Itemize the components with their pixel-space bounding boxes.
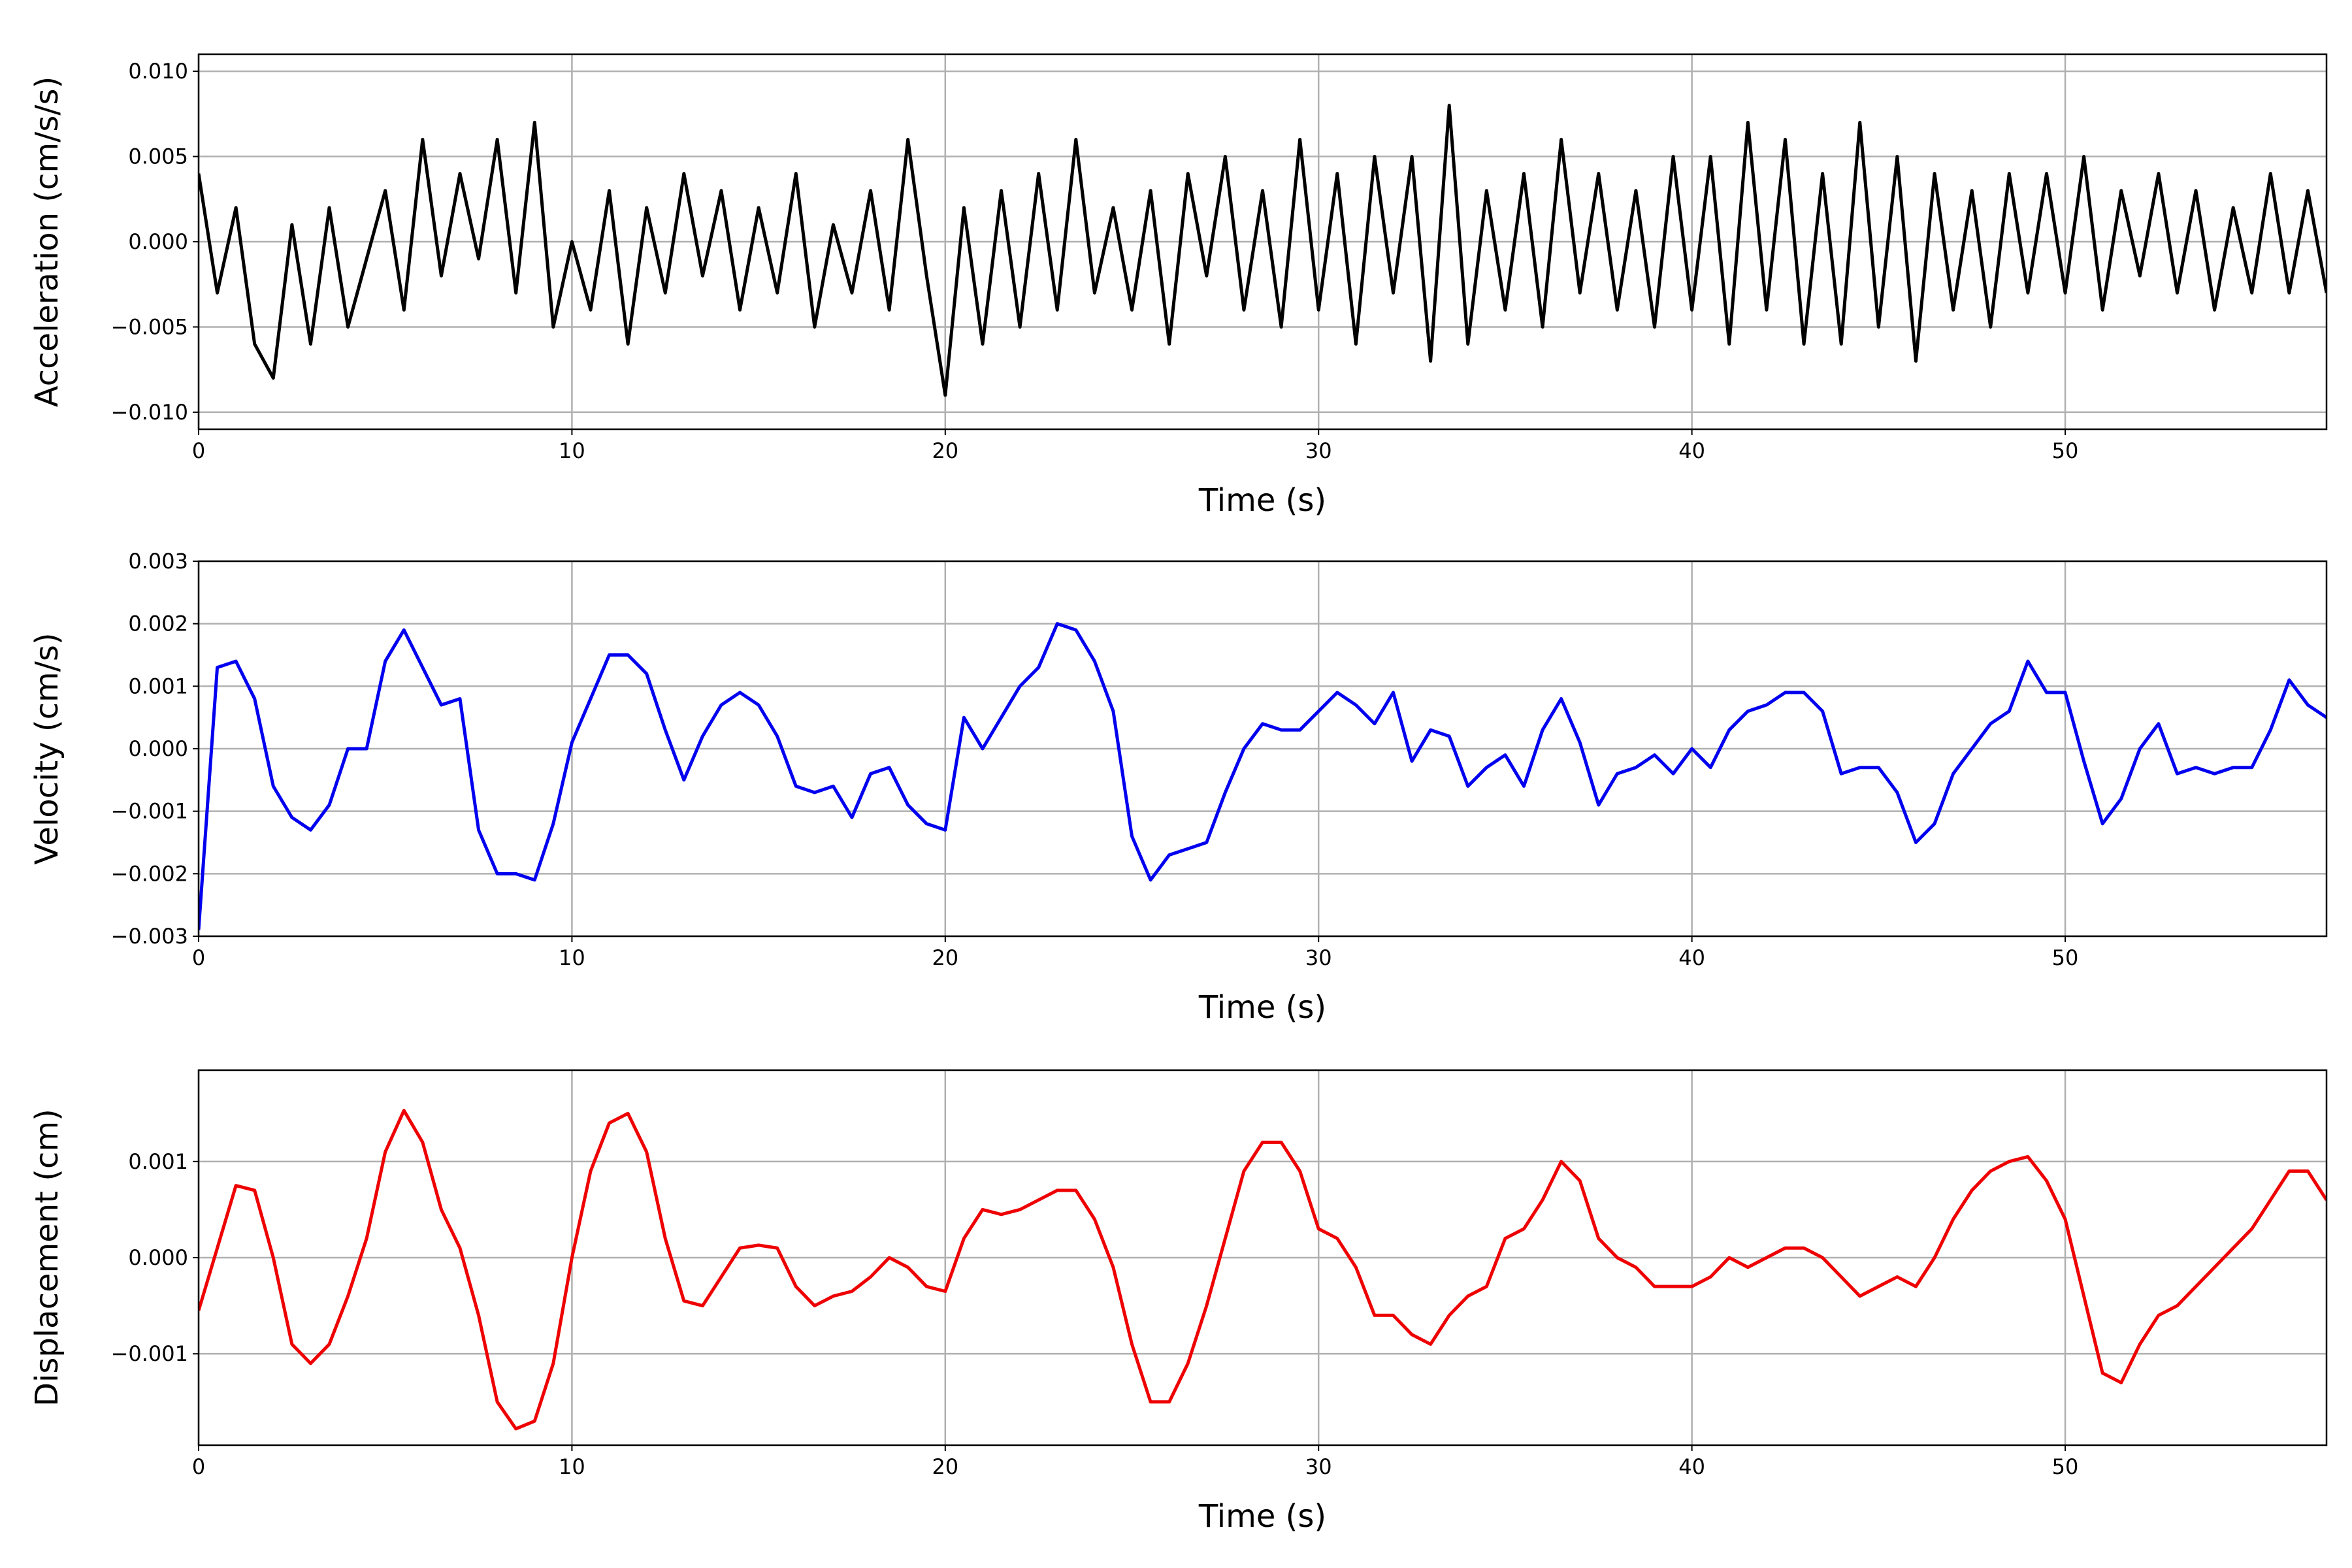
x-tick-label: 30 [1305,945,1332,970]
axes-frame [197,53,2328,431]
y-tick-label: −0.001 [111,1341,188,1366]
y-tick-label: 0.001 [128,674,188,698]
y-axis-label: Displacement (cm) [29,1109,65,1407]
y-tick-label: 0.000 [128,1245,188,1270]
x-tick-label: 0 [192,438,205,463]
y-tick-label: 0.001 [128,1149,188,1174]
y-tick-label: 0.010 [128,59,188,84]
y-tick-label: −0.010 [111,400,188,425]
plot-area [199,622,2327,930]
x-tick-label: 50 [2052,438,2079,463]
subplot: 0 10 20 30 40 50 −0.010 −0.005 0.000 0.005 0.010 Ti… [29,53,2328,519]
y-tick-label: 0.005 [128,144,188,169]
subplot: 0 10 20 30 40 50 −0.001 0.000 0.001 Time (s) Displ… [29,1069,2328,1535]
x-tick-label: 40 [1678,1454,1705,1479]
x-tick-label: 40 [1678,945,1705,970]
axes-frame [197,560,2328,938]
y-tick-label: 0.000 [128,229,188,254]
subplot: 0 10 20 30 40 50 −0.003 −0.002 −0.001 0.000 0.001 0… [29,549,2328,1026]
y-tick-label: −0.005 [111,314,188,339]
x-tick-label: 10 [559,438,585,463]
x-tick-label: 0 [192,1454,205,1479]
x-axis-label: Time (s) [1198,482,1326,519]
data-line [199,103,2327,397]
y-tick-label: −0.002 [111,861,188,886]
x-tick-label: 20 [932,1454,958,1479]
y-axis-label: Acceleration (cm/s/s) [29,76,65,407]
x-tick-label: 30 [1305,1454,1332,1479]
x-tick-label: 10 [559,1454,585,1479]
y-tick-label: 0.003 [128,549,188,574]
y-tick-label: −0.003 [111,924,188,949]
data-line [199,622,2327,930]
plot-area [199,103,2327,397]
y-tick-label: 0.000 [128,736,188,761]
x-tick-label: 30 [1305,438,1332,463]
x-axis-label: Time (s) [1198,1498,1326,1535]
x-tick-label: 0 [192,945,205,970]
y-tick-label: −0.001 [111,799,188,824]
x-tick-label: 40 [1678,438,1705,463]
data-line [199,1109,2327,1431]
x-axis-label: Time (s) [1198,989,1326,1026]
x-tick-label: 10 [559,945,585,970]
x-tick-label: 50 [2052,1454,2079,1479]
plot-area [199,1109,2327,1431]
x-tick-label: 20 [932,438,958,463]
y-tick-label: 0.002 [128,612,188,636]
x-tick-label: 20 [932,945,958,970]
x-tick-label: 50 [2052,945,2079,970]
y-axis-label: Velocity (cm/s) [29,632,65,864]
axes-frame [197,1069,2328,1446]
